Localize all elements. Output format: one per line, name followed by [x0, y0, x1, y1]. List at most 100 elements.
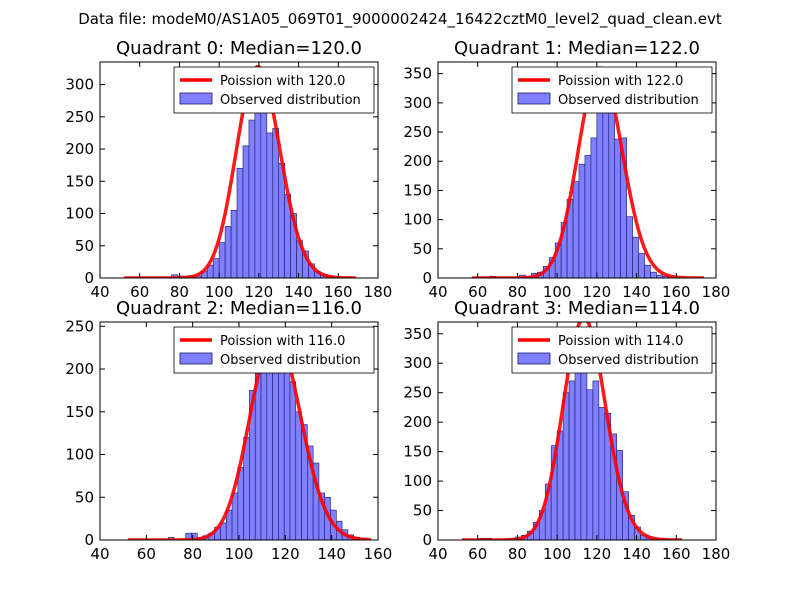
y-tick-label: 0 [84, 531, 94, 549]
quadrant-3-legend: Poission with 114.0 Observed distribution [511, 326, 713, 374]
legend-line-label: Poission with 116.0 [220, 334, 345, 349]
quadrant-1-plot-content [471, 66, 705, 278]
histogram-bar [572, 181, 580, 278]
y-tick-label: 300 [403, 94, 432, 112]
x-tick-label: 120 [583, 545, 612, 563]
y-tick-label: 100 [65, 205, 94, 223]
y-tick-label: 150 [403, 181, 432, 199]
y-tick-label: 50 [75, 237, 94, 255]
legend-bar-swatch [517, 352, 551, 365]
legend-box [511, 66, 713, 114]
quadrant-2-title: Quadrant 2: Median=116.0 [116, 298, 362, 319]
x-tick-label: 100 [205, 283, 234, 301]
y-tick-label: 100 [403, 211, 432, 229]
quadrant-2-legend: Poission with 116.0 Observed distribution [173, 326, 375, 374]
x-tick-label: 40 [428, 283, 447, 301]
histogram-bar [650, 271, 657, 278]
x-tick-label: 120 [583, 283, 612, 301]
y-tick-label: 200 [65, 140, 94, 158]
histogram-bar [289, 381, 297, 540]
y-tick-label: 300 [65, 76, 94, 94]
legend-bar-swatch [179, 352, 213, 365]
x-tick-label: 120 [245, 283, 274, 301]
histogram-bar [218, 242, 226, 278]
y-tick-label: 250 [403, 123, 432, 141]
y-tick-label: 150 [65, 403, 94, 421]
legend-box [511, 326, 713, 374]
y-tick-label: 250 [65, 317, 94, 335]
quadrant-0-frame [99, 61, 379, 279]
x-tick-label: 40 [90, 283, 109, 301]
legend-bar-label: Observed distribution [220, 353, 361, 368]
x-tick-label: 40 [90, 545, 109, 563]
x-tick-label: 80 [508, 545, 527, 563]
quadrant-1-legend: Poission with 122.0 Observed distribution [511, 66, 713, 114]
y-tick-label: 200 [403, 152, 432, 170]
histogram-bar [620, 137, 627, 278]
y-tick-label: 150 [65, 172, 94, 190]
x-tick-label: 100 [543, 545, 572, 563]
x-tick-label: 60 [468, 283, 487, 301]
y-tick-label: 200 [65, 360, 94, 378]
histogram-bar [272, 128, 280, 278]
y-tick-label: 350 [403, 325, 432, 343]
legend-box [173, 326, 375, 374]
quadrant-3-frame [437, 321, 717, 541]
x-tick-label: 180 [702, 283, 731, 301]
y-tick-label: 250 [403, 384, 432, 402]
y-tick-label: 250 [65, 108, 94, 126]
histogram-bar [295, 411, 302, 540]
legend-bar-label: Observed distribution [220, 93, 361, 108]
histogram-bar [568, 380, 576, 540]
histogram-bar [254, 106, 262, 278]
y-tick-label: 50 [413, 240, 432, 258]
histogram-bar [608, 93, 616, 278]
x-tick-label: 80 [508, 283, 527, 301]
histogram-bar [283, 364, 291, 540]
histogram-bar [602, 85, 610, 278]
x-tick-label: 180 [364, 283, 393, 301]
x-tick-label: 160 [364, 545, 393, 563]
legend-bar-label: Observed distribution [558, 93, 699, 108]
quadrant-0-plot-content [123, 65, 357, 278]
y-tick-label: 150 [403, 443, 432, 461]
x-tick-label: 60 [130, 283, 149, 301]
x-tick-label: 100 [543, 283, 572, 301]
histogram-bar [231, 492, 239, 540]
histogram-bar [584, 155, 592, 278]
histogram-bar [592, 380, 600, 540]
x-tick-label: 140 [622, 545, 651, 563]
histogram-bar [254, 372, 262, 540]
x-tick-label: 120 [271, 545, 300, 563]
histogram-bar [590, 137, 598, 278]
histogram-bar [614, 138, 621, 278]
y-tick-label: 0 [422, 269, 432, 287]
legend-line-label: Poission with 114.0 [558, 334, 683, 349]
x-tick-label: 80 [170, 283, 189, 301]
x-tick-label: 160 [324, 283, 353, 301]
quadrant-3-panel: 40 60 80 100 120 140 160 180 0 50 100 150 200 250 300 3… [403, 298, 730, 563]
histogram-bar [230, 209, 238, 278]
quadrant-0-legend: Poission with 120.0 Observed distribution [173, 66, 375, 114]
histogram-bar [626, 216, 633, 278]
poisson-fit-line [123, 65, 357, 278]
y-tick-label: 350 [403, 65, 432, 83]
histogram-bar [224, 226, 232, 278]
histogram-bar [266, 347, 273, 540]
x-tick-label: 60 [137, 545, 156, 563]
x-tick-label: 180 [702, 545, 731, 563]
y-tick-label: 50 [75, 488, 94, 506]
x-tick-label: 140 [622, 283, 651, 301]
y-tick-label: 0 [84, 269, 94, 287]
histogram-bar [586, 389, 594, 540]
quadrant-2-panel: 40 60 80 100 120 140 160 0 50 100 150 200 250 Quadran… [65, 298, 392, 563]
y-tick-label: 50 [413, 502, 432, 520]
histogram-bar [260, 360, 268, 540]
x-tick-label: 60 [468, 545, 487, 563]
y-tick-label: 200 [403, 413, 432, 431]
x-tick-label: 160 [662, 545, 691, 563]
histogram-bar [212, 258, 220, 278]
histogram-bar [242, 145, 250, 278]
histogram-bar [644, 264, 651, 278]
